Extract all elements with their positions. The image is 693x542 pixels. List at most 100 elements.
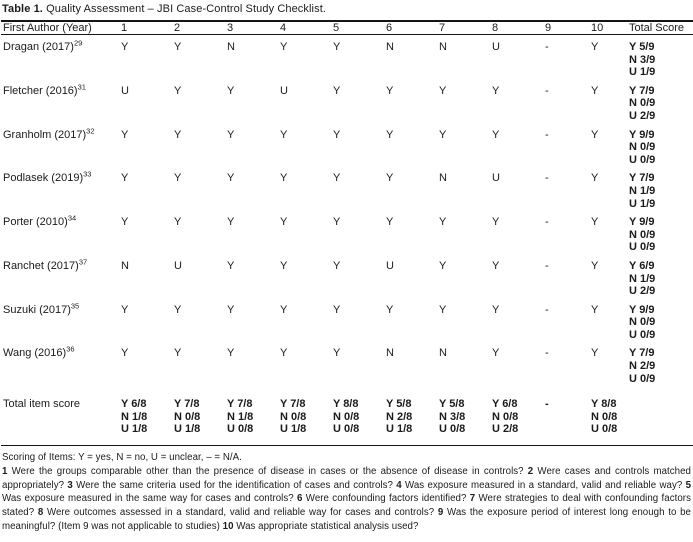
reference-superscript: 31 <box>77 82 86 92</box>
item-score-cell: Y <box>386 128 394 141</box>
total-score-line: Y 7/9 <box>629 84 655 97</box>
reference-superscript: 32 <box>86 125 95 135</box>
item-score-cell: Y <box>121 128 129 141</box>
item-score-cell: Y <box>333 172 341 185</box>
item-score-cell: N <box>227 41 235 53</box>
item-score-cell: Y <box>492 259 500 272</box>
summary-row: Total item score Y 6/8 N 1/8 U 1/8 Y 7/8 N 0/… <box>1 385 693 447</box>
summary-item-score-cell: Y 8/8 N 0/8 U 0/8 <box>591 385 629 447</box>
study-author: Ranchet (2017)37 <box>3 257 88 272</box>
item-score-cell: N <box>386 347 394 360</box>
summary-score-line: N 3/8 <box>439 410 466 423</box>
row-total-score: Y 9/9 N 0/9 U 0/9 <box>629 298 693 342</box>
item-score-cell: Y <box>227 303 235 316</box>
item-score-cell: Y <box>333 259 341 272</box>
total-score-line: N 0/9 <box>629 141 656 154</box>
reference-superscript: 35 <box>70 301 80 311</box>
item-score-cell: U <box>386 259 394 272</box>
study-author: Fletcher (2016)31 <box>3 82 86 97</box>
footnote-item-number: 6 <box>297 493 303 505</box>
summary-item-score-cell: Y 5/8 N 3/8 U 0/8 <box>439 385 492 447</box>
table-title: Table 1. Quality Assessment – JBI Case-C… <box>2 3 692 16</box>
header-row: First Author (Year) 1 2 3 4 5 6 7 8 9 10 Total Scor… <box>1 21 693 35</box>
item-score-cell: Y <box>386 84 394 97</box>
total-score-line: Y 6/9 <box>629 259 655 272</box>
item-score-cell: U <box>174 259 182 272</box>
item-score-cell: Y <box>121 216 129 229</box>
summary-score-line: U 0/8 <box>439 423 466 436</box>
summary-score-line: U 1/8 <box>174 423 201 436</box>
item-score-cell: Y <box>280 172 288 185</box>
summary-score-line: Y 8/8 <box>591 398 617 411</box>
total-score-line: N 0/9 <box>629 316 656 329</box>
summary-score-line: Y 7/8 <box>280 398 306 411</box>
item-score-cell: Y <box>121 41 129 53</box>
total-score-line: U 2/9 <box>629 285 656 298</box>
summary-item-score-cell: Y 7/8 N 1/8 U 0/8 <box>227 385 280 447</box>
footnote-item-number: 9 <box>437 507 444 519</box>
row-total-score: Y 6/9 N 1/9 U 2/9 <box>629 254 693 298</box>
item-column-header-10: 10 <box>591 21 629 35</box>
total-score-line: U 0/9 <box>629 153 656 166</box>
footnote-item-number: 8 <box>37 507 44 519</box>
item-score-cell: Y <box>386 172 394 185</box>
item-score-cell: N <box>439 172 447 185</box>
summary-item-score-cell: Y 7/8 N 0/8 U 1/8 <box>280 385 333 447</box>
summary-item-score-cell: Y 6/8 N 1/8 U 1/8 <box>121 385 174 447</box>
study-author: Dragan (2017)29 <box>3 38 83 53</box>
total-score-line: U 0/9 <box>629 372 656 385</box>
total-score-line: N 0/9 <box>629 97 656 110</box>
row-total-score: Y 7/9 N 2/9 U 0/9 <box>629 341 693 385</box>
first-author-column-header: First Author (Year) <box>1 21 121 35</box>
table-number-label: Table 1. <box>2 3 43 15</box>
reference-superscript: 29 <box>73 38 83 48</box>
item-score-cell: Y <box>492 84 500 97</box>
item-score-cell: N <box>439 41 447 53</box>
summary-item-score-cell: Y 6/8 N 0/8 U 2/8 <box>492 385 545 447</box>
item-score-cell: Y <box>227 347 235 360</box>
table-body: Dragan (2017)29 Y Y N Y Y N N U - Y Y 5/9 N 3/9 U 1/9… <box>1 35 693 447</box>
item-column-header-4: 4 <box>280 21 333 35</box>
item-score-cell: Y <box>439 84 447 97</box>
item-score-cell: Y <box>591 128 599 141</box>
summary-score-line: U 0/8 <box>591 423 618 436</box>
total-score-line: U 1/9 <box>629 197 656 210</box>
item-score-cell: Y <box>333 84 341 97</box>
table-row: Dragan (2017)29 Y Y N Y Y N N U - Y Y 5/9 N 3/9 U 1/9 <box>1 35 693 79</box>
study-author: Granholm (2017)32 <box>3 125 95 141</box>
item-score-cell: Y <box>386 303 394 316</box>
item-score-cell: Y <box>492 347 500 360</box>
study-author: Wang (2016)36 <box>3 344 75 360</box>
item-score-cell: Y <box>174 347 182 360</box>
total-score-line: U 2/9 <box>629 109 656 122</box>
summary-score-line: - <box>545 398 549 411</box>
item-score-cell: Y <box>492 303 500 316</box>
item-score-cell: Y <box>227 216 235 229</box>
item-score-cell: N <box>386 41 394 53</box>
item-column-header-8: 8 <box>492 21 545 35</box>
item-score-cell: Y <box>333 303 341 316</box>
item-score-cell: Y <box>280 259 288 272</box>
summary-score-line: U 1/8 <box>121 423 148 436</box>
total-score-column-header: Total Score <box>629 21 693 35</box>
item-score-cell: Y <box>174 172 182 185</box>
summary-item-score-cell: Y 7/8 N 0/8 U 1/8 <box>174 385 227 447</box>
row-total-score: Y 9/9 N 0/9 U 0/9 <box>629 210 693 254</box>
table-title-text: Quality Assessment – JBI Case-Control St… <box>46 3 327 15</box>
item-score-cell: Y <box>227 259 235 272</box>
reference-superscript: 37 <box>78 257 88 267</box>
item-score-cell: Y <box>174 303 182 316</box>
item-score-cell: U <box>121 84 129 97</box>
item-score-cell: Y <box>333 128 341 141</box>
item-score-cell: - <box>545 259 549 272</box>
summary-item-score-cell: - <box>545 385 591 447</box>
item-score-cell: Y <box>227 84 235 97</box>
item-score-cell: Y <box>591 347 599 360</box>
item-score-cell: Y <box>174 128 182 141</box>
study-author: Podlasek (2019)33 <box>3 169 92 185</box>
item-score-cell: Y <box>227 128 235 141</box>
item-score-cell: Y <box>591 259 599 272</box>
item-score-cell: - <box>545 41 549 53</box>
item-column-header-1: 1 <box>121 21 174 35</box>
